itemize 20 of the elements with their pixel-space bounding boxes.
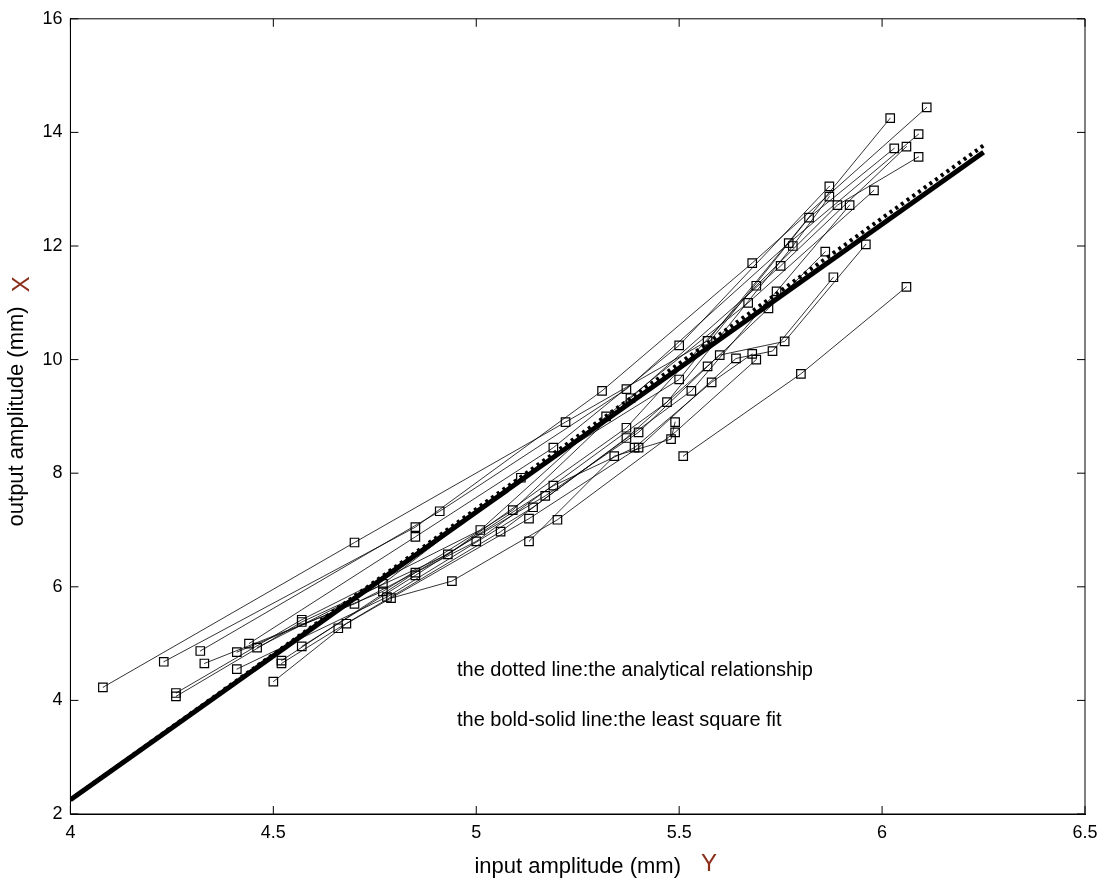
y-tick-label: 16	[42, 7, 63, 28]
x-tick-label: 4.5	[260, 821, 286, 842]
x-tick-label: 6	[877, 821, 888, 842]
y-tick-label: 10	[42, 348, 63, 369]
y-tick-label: 12	[42, 234, 63, 255]
y-tick-label: 14	[42, 121, 63, 142]
annotation: the dotted line:the analytical relationship	[456, 658, 813, 681]
y-tick-label: 8	[52, 462, 63, 483]
y-tick-label: 2	[52, 802, 63, 823]
x-axis-title: input amplitude (mm)	[474, 852, 682, 878]
y-tick-label: 4	[52, 689, 63, 710]
x-tick-label: 5.5	[666, 821, 692, 842]
x-tick-label: 6.5	[1072, 821, 1098, 842]
y-tick-label: 6	[52, 575, 63, 596]
x-tick-label: 5	[471, 821, 482, 842]
text: X	[6, 276, 34, 293]
x-tick-label: 4	[65, 821, 76, 842]
y-axis-title: output amplitude (mm)	[3, 306, 29, 527]
annotation: the bold-solid line:the least square fit	[456, 708, 783, 731]
text: Y	[701, 848, 718, 876]
